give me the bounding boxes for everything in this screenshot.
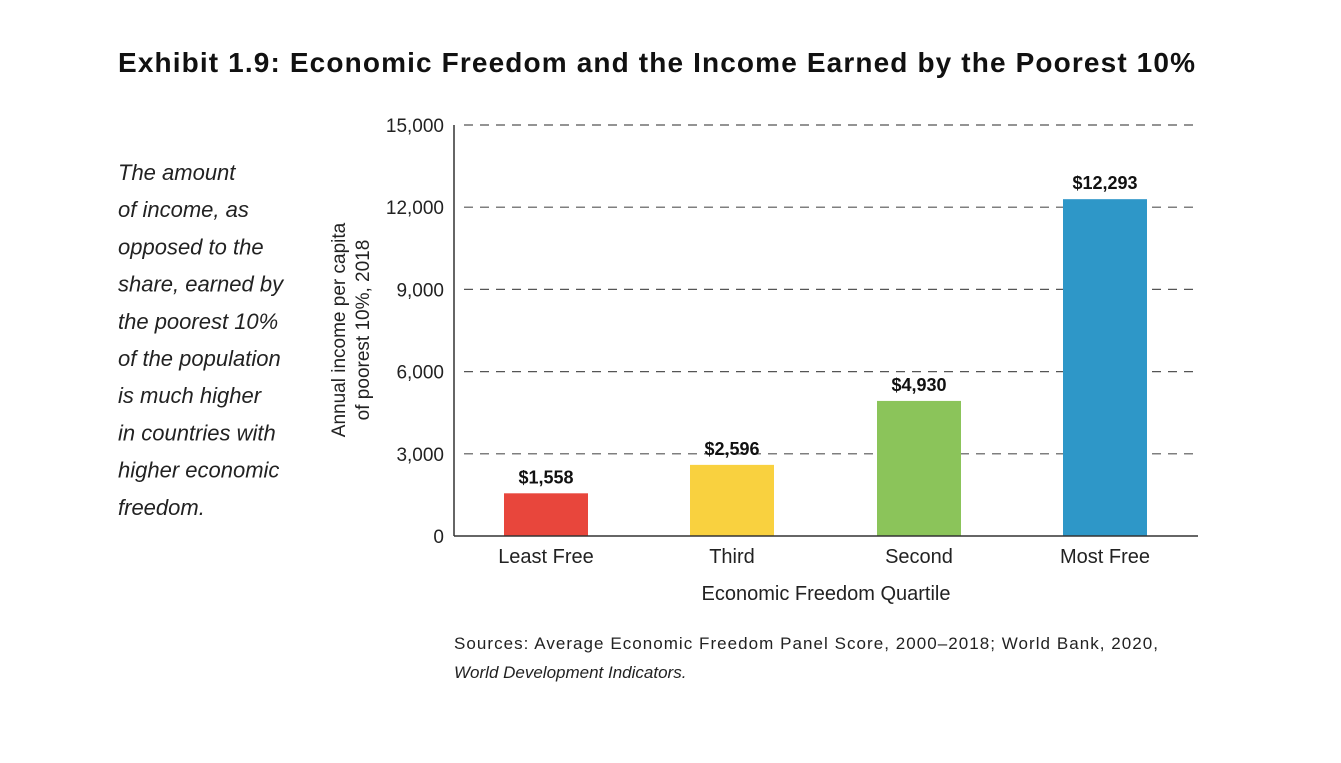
x-axis-label: Economic Freedom Quartile — [702, 583, 951, 605]
note-line: of the population — [118, 346, 281, 371]
y-axis-label-line2: of poorest 10%, 2018 — [353, 240, 374, 421]
note-line: is much higher — [118, 383, 263, 408]
y-tick-label: 0 — [433, 527, 444, 548]
x-tick-label: Third — [709, 546, 755, 568]
y-tick-label: 9,000 — [396, 280, 444, 301]
note-line: opposed to the — [118, 234, 264, 259]
note-line: in countries with — [118, 420, 276, 445]
sources-line2: World Development Indicators. — [454, 663, 686, 682]
bar — [877, 400, 961, 536]
bar — [1063, 199, 1147, 536]
x-tick-label: Least Free — [498, 546, 594, 568]
y-axis-label-line1: Annual income per capita — [329, 222, 350, 437]
y-tick-label: 6,000 — [396, 363, 444, 384]
x-tick-label: Most Free — [1060, 546, 1150, 568]
data-label: $4,930 — [891, 375, 946, 395]
data-label: $1,558 — [518, 467, 573, 487]
y-tick-label: 15,000 — [386, 116, 444, 137]
y-tick-label: 12,000 — [386, 198, 444, 219]
y-tick-label: 3,000 — [396, 445, 444, 466]
bars: $1,558 Least Free $2,596 Third $4,930 Second $… — [498, 173, 1150, 568]
note-line: of income, as — [118, 197, 249, 222]
note-line: higher economic — [118, 458, 279, 483]
side-note: The amount of income, as opposed to the sha… — [118, 160, 285, 520]
y-ticks: 0 3,000 6,000 9,000 12,000 15,000 — [386, 116, 444, 548]
note-line: The amount — [118, 160, 236, 185]
note-line: the poorest 10% — [118, 309, 278, 334]
bar — [690, 464, 774, 536]
note-line: freedom. — [118, 495, 205, 520]
data-label: $12,293 — [1072, 173, 1137, 193]
data-label: $2,596 — [704, 439, 759, 459]
bar — [504, 493, 588, 536]
chart-title: Exhibit 1.9: Economic Freedom and the In… — [118, 47, 1195, 78]
sources-line1: Sources: Average Economic Freedom Panel … — [454, 634, 1158, 653]
x-tick-label: Second — [885, 546, 953, 568]
y-axis-label: Annual income per capita of poorest 10%,… — [329, 222, 374, 437]
note-line: share, earned by — [118, 272, 285, 297]
